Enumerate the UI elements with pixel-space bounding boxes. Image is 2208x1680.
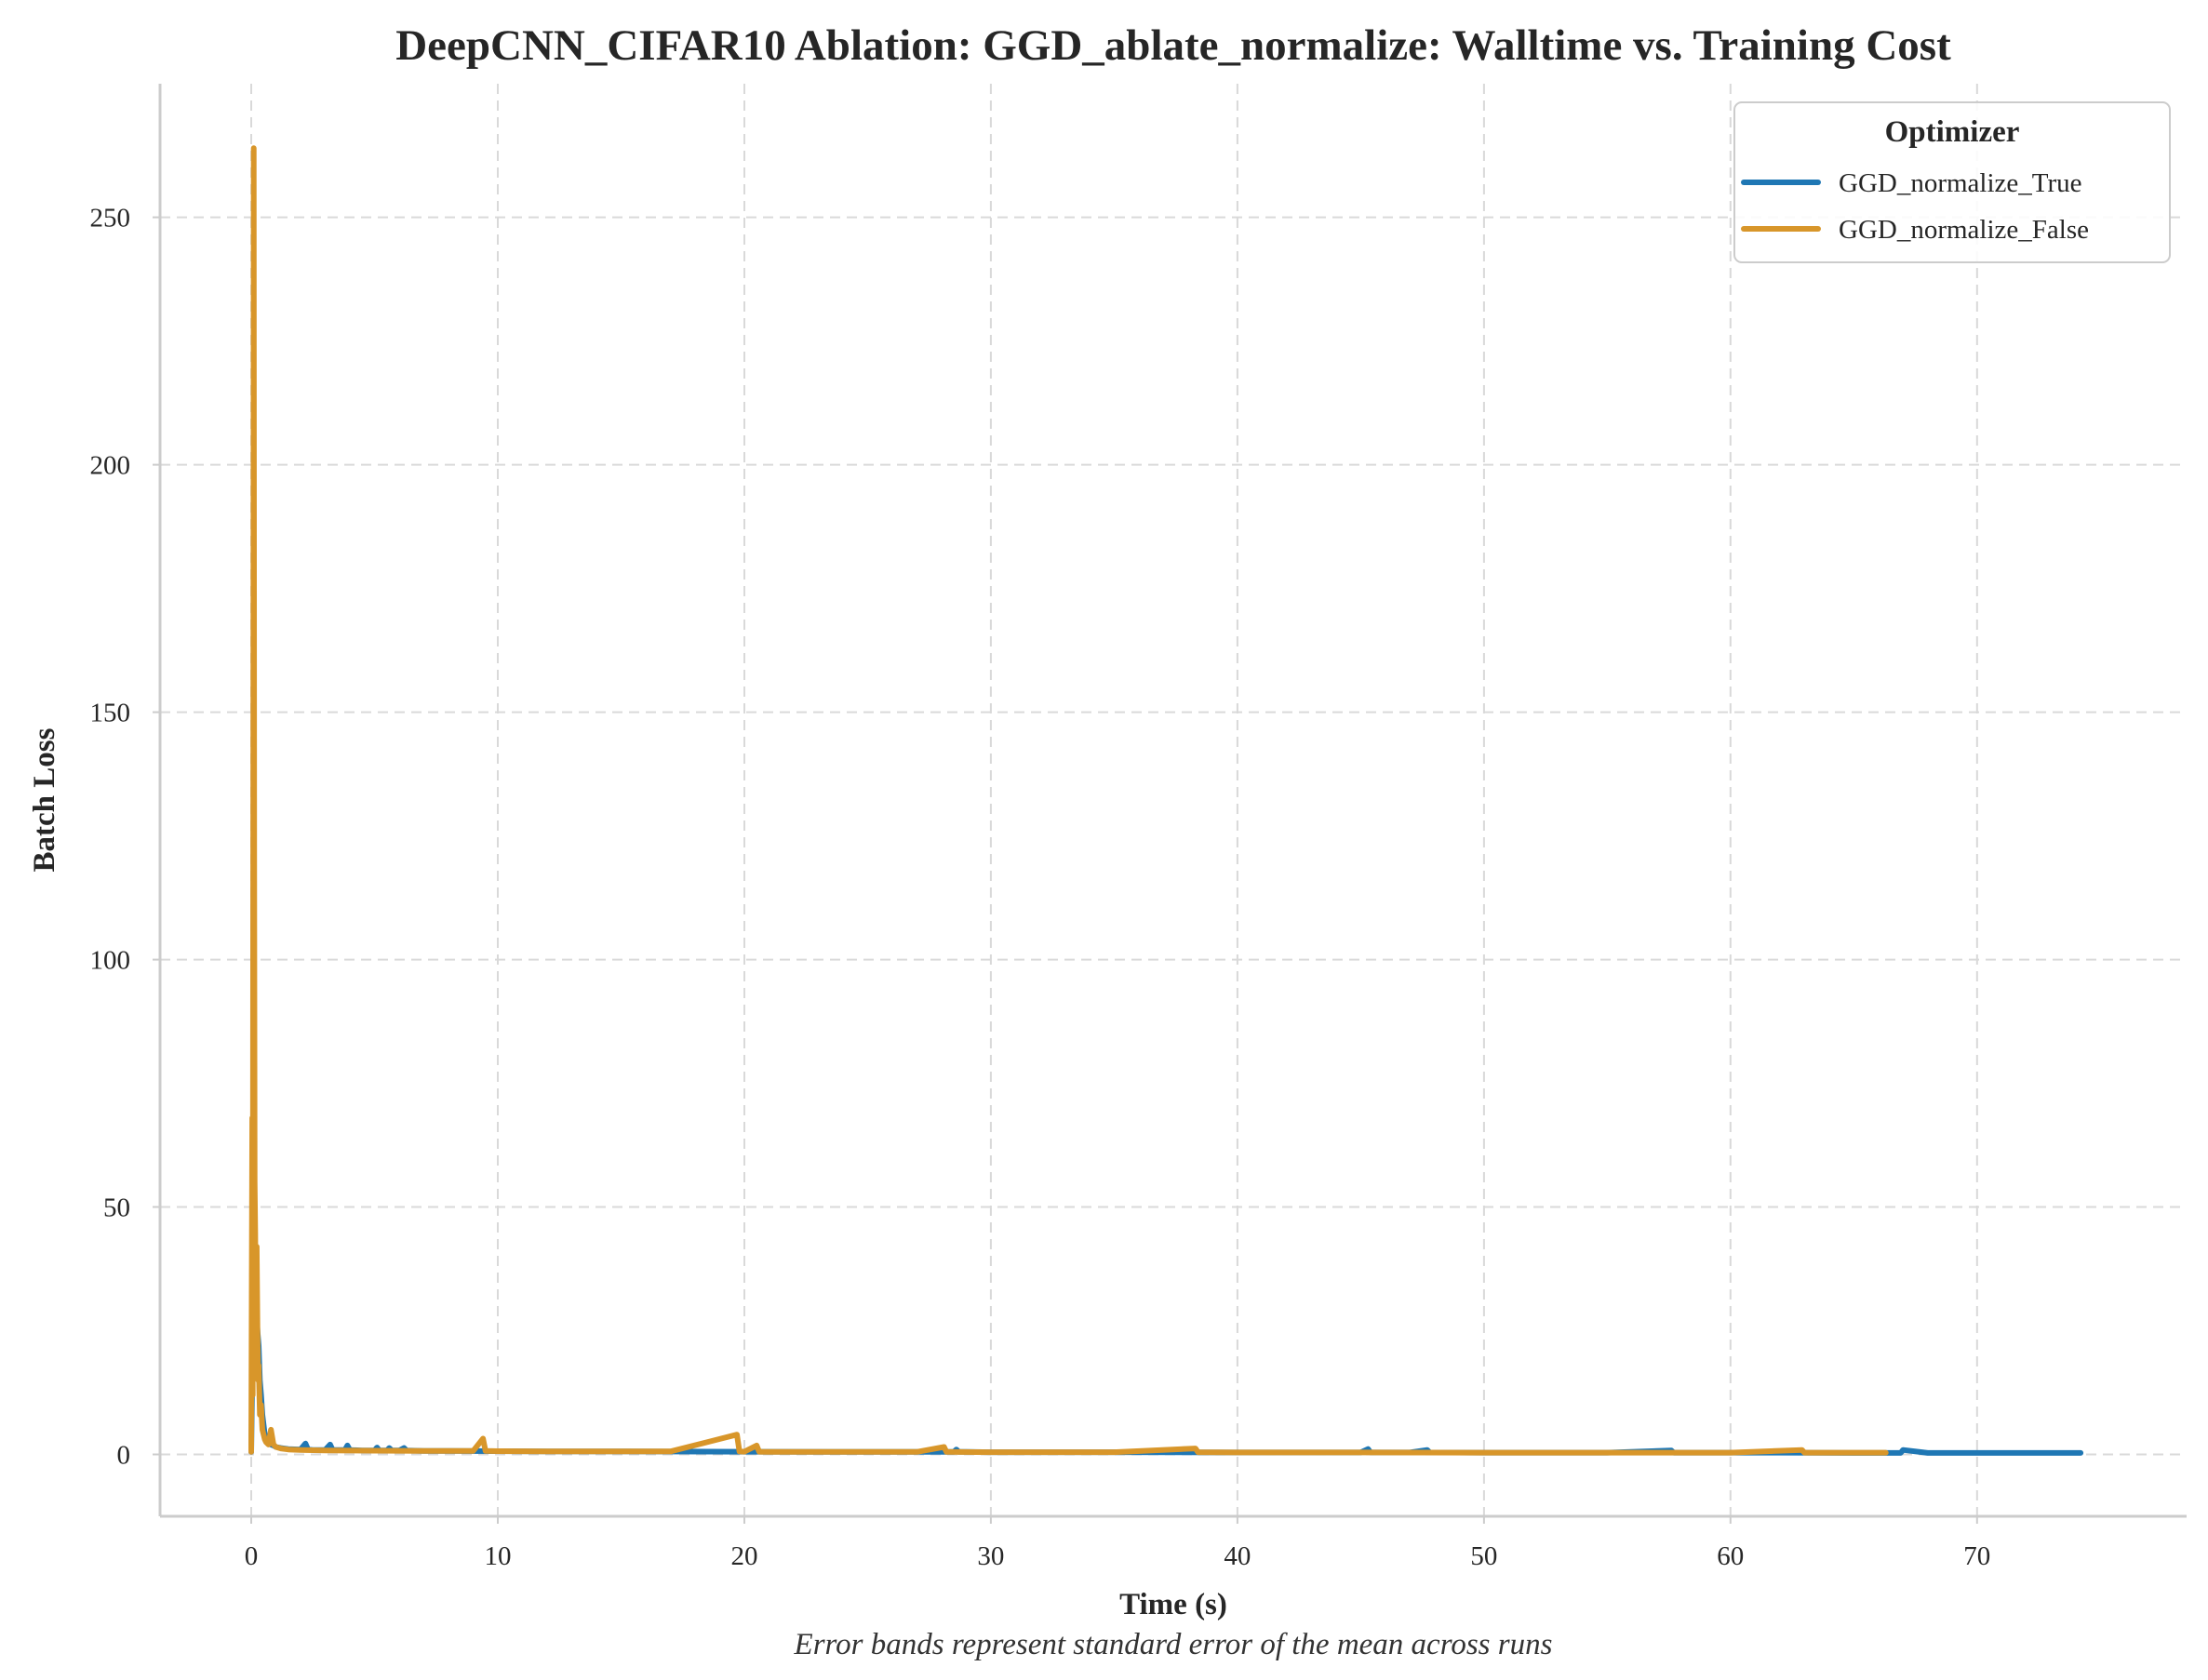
x-tick-label: 20 (731, 1541, 758, 1571)
x-axis-label: Time (s) (1119, 1588, 1227, 1621)
legend-label-ggd-normalize-false: GGD_normalize_False (1839, 215, 2089, 245)
x-tick-label: 10 (485, 1541, 512, 1571)
y-tick-label: 0 (117, 1441, 131, 1471)
caption: Error bands represent standard error of … (794, 1628, 1553, 1661)
y-tick-label: 250 (90, 204, 131, 233)
x-tick-label: 30 (977, 1541, 1004, 1571)
y-tick-label: 100 (90, 946, 131, 976)
legend: Optimizer GGD_normalize_True GGD_normali… (1733, 101, 2171, 263)
series-line-ggd-normalize-true (248, 1263, 2084, 1456)
y-axis-ticks: 0 50 100 150 200 250 (90, 204, 160, 1471)
chart-title: DeepCNN_CIFAR10 Ablation: GGD_ablate_nor… (395, 21, 1951, 70)
legend-label-ggd-normalize-true: GGD_normalize_True (1839, 168, 2082, 198)
legend-title: Optimizer (1885, 115, 2020, 149)
axes-frame (158, 84, 2187, 1518)
x-axis-ticks: 0 10 20 30 40 50 60 70 (245, 1516, 1990, 1571)
x-tick-label: 70 (1963, 1541, 1990, 1571)
series-lines (248, 145, 2084, 1456)
series-line-ggd-normalize-false (248, 145, 1889, 1456)
grid-lines (160, 84, 2187, 1516)
x-tick-label: 40 (1224, 1541, 1251, 1571)
y-tick-label: 150 (90, 699, 131, 728)
legend-box (1733, 101, 2171, 263)
x-tick-label: 50 (1470, 1541, 1497, 1571)
y-tick-label: 200 (90, 451, 131, 481)
x-tick-label: 60 (1717, 1541, 1744, 1571)
y-tick-label: 50 (103, 1193, 130, 1223)
x-tick-label: 0 (245, 1541, 259, 1571)
y-axis-label: Batch Loss (28, 727, 61, 872)
